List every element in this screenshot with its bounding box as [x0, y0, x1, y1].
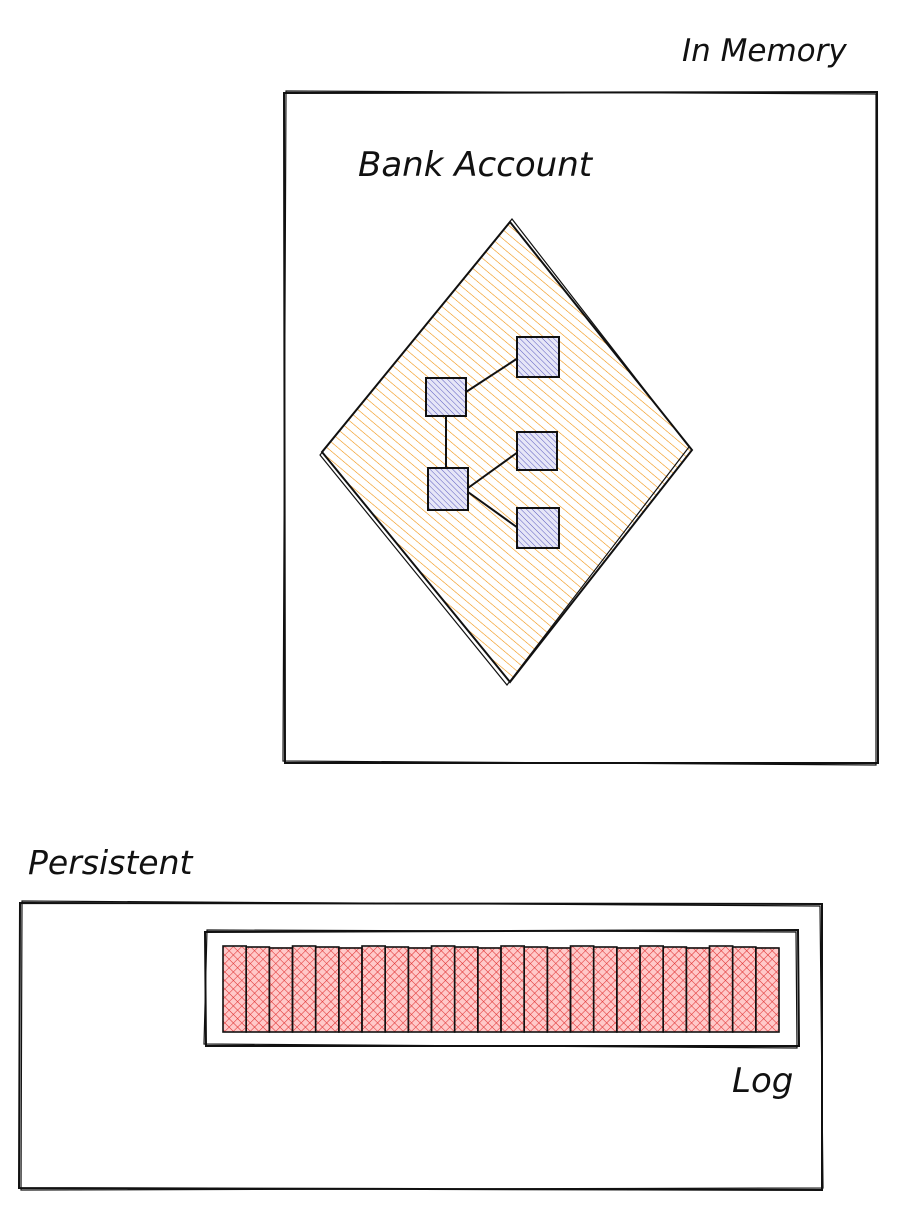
log-entry: [476, 947, 502, 1033]
log-entry: [337, 947, 363, 1033]
entity-node: [516, 336, 560, 378]
log-entry: [384, 946, 410, 1033]
in-memory-box: [282, 90, 880, 766]
log-entry: [268, 947, 294, 1033]
log-box: [203, 928, 801, 1049]
log-entry: [361, 945, 387, 1033]
log-entry: [546, 947, 572, 1033]
log-entry: [708, 945, 734, 1033]
log-entry: [639, 945, 665, 1033]
log-entry: [500, 945, 526, 1033]
link-mid-right: [467, 451, 519, 489]
log-entry: [453, 946, 479, 1033]
log-label: Log: [732, 1061, 794, 1101]
log-entry: [523, 946, 549, 1033]
persistent-box: [17, 900, 824, 1192]
log-entry: [314, 946, 340, 1033]
log-entry: [662, 946, 688, 1033]
log-entry: [592, 946, 618, 1033]
log-entry: [407, 947, 433, 1033]
log-entry: [731, 946, 757, 1033]
link-mid-bottom: [467, 491, 519, 529]
log-entry: [222, 945, 248, 1033]
log-entry: [615, 947, 641, 1033]
log-entry: [685, 947, 711, 1033]
entity-node: [427, 467, 469, 511]
log-entry: [569, 945, 595, 1033]
log-entry: [754, 947, 780, 1033]
link-root-top: [465, 357, 519, 393]
entity-node: [516, 507, 560, 549]
in-memory-label: In Memory: [682, 33, 847, 69]
aggregate-links: [445, 357, 519, 529]
persistent-label: Persistent: [28, 843, 193, 882]
log-entries: [222, 945, 780, 1033]
log-entry: [291, 945, 317, 1033]
aggregate-diamond: [319, 218, 694, 686]
bank-account-label: Bank Account: [358, 145, 593, 185]
entity-node: [516, 431, 558, 471]
log-entry: [430, 945, 456, 1033]
entity-node: [425, 377, 467, 417]
log-entry: [245, 946, 271, 1033]
